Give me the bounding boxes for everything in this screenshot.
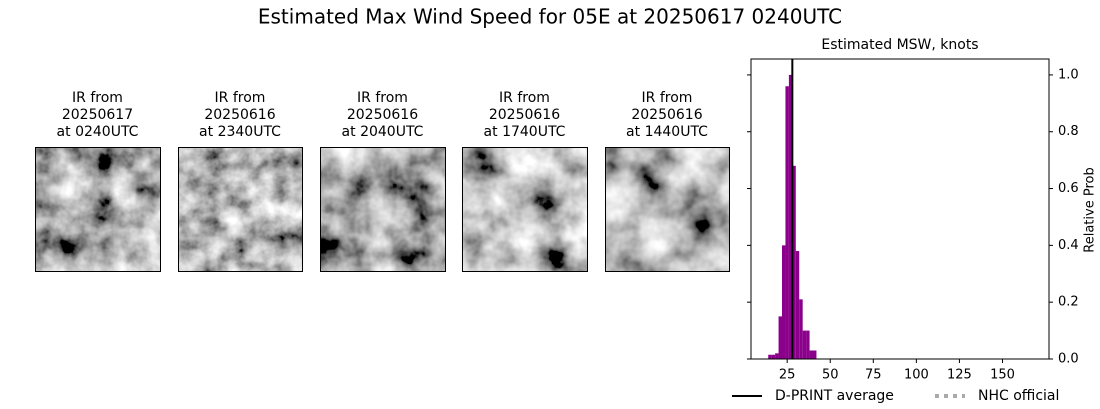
panel-label: at 0240UTC (57, 124, 139, 140)
legend-label: NHC official (978, 388, 1059, 404)
ir-image (605, 147, 729, 271)
bar (778, 316, 783, 359)
x-tick-label: 150 (990, 368, 1015, 383)
legend-label: D-PRINT average (775, 388, 894, 404)
ir-image (35, 147, 160, 271)
panel-label: 20250616 (204, 107, 275, 123)
plot-frame (750, 58, 1050, 360)
ir-images (35, 147, 730, 272)
panel-label: at 2340UTC (199, 124, 281, 140)
panel-label: IR from (642, 90, 693, 106)
panel-label: IR from (357, 90, 408, 106)
y-tick-label: 0.8 (1058, 124, 1079, 139)
bar (792, 165, 796, 359)
x-tick-label: 100 (904, 368, 929, 383)
y-tick-label: 0.0 (1058, 352, 1079, 367)
chart-title: Estimated MSW, knots (821, 37, 978, 53)
bar (799, 299, 803, 359)
panel-label: IR from (215, 90, 266, 106)
image-frame (35, 147, 161, 272)
ir-image (462, 147, 587, 271)
ir-image (320, 147, 445, 271)
bar (771, 354, 776, 359)
bar (782, 245, 786, 359)
y-tick-label: 0.6 (1058, 181, 1079, 196)
bar (788, 74, 793, 359)
panel-label: IR from (72, 90, 123, 106)
page-title: Estimated Max Wind Speed for 05E at 2025… (258, 5, 842, 29)
bar (775, 353, 779, 359)
x-tick-label: 50 (822, 368, 839, 383)
x-tick-label: 75 (865, 368, 882, 383)
image-frame (178, 147, 303, 272)
panel-label: 20250617 (62, 107, 133, 123)
ir-image (178, 147, 302, 271)
panel-label: 20250616 (489, 107, 560, 123)
bar (795, 251, 800, 359)
bar (806, 330, 810, 359)
panel-label: at 1740UTC (484, 124, 566, 140)
panel-label: 20250616 (347, 107, 418, 123)
bar (785, 86, 789, 359)
x-tick-label: 25 (779, 368, 796, 383)
bar (802, 330, 807, 359)
y-tick-label: 0.4 (1058, 238, 1079, 253)
panel-label: at 2040UTC (342, 124, 424, 140)
panel-label: at 1440UTC (626, 124, 708, 140)
x-tick-label: 125 (947, 368, 972, 383)
y-axis-label: Relative Prob (1083, 167, 1098, 252)
image-frame (320, 147, 446, 272)
image-frame (605, 147, 730, 272)
bar (768, 354, 772, 359)
panel-label: 20250616 (631, 107, 702, 123)
y-tick-label: 1.0 (1058, 67, 1079, 82)
image-frame (462, 147, 588, 272)
y-tick-label: 0.2 (1058, 295, 1079, 310)
bar (809, 350, 814, 359)
panel-label: IR from (499, 90, 550, 106)
bar (813, 350, 817, 359)
